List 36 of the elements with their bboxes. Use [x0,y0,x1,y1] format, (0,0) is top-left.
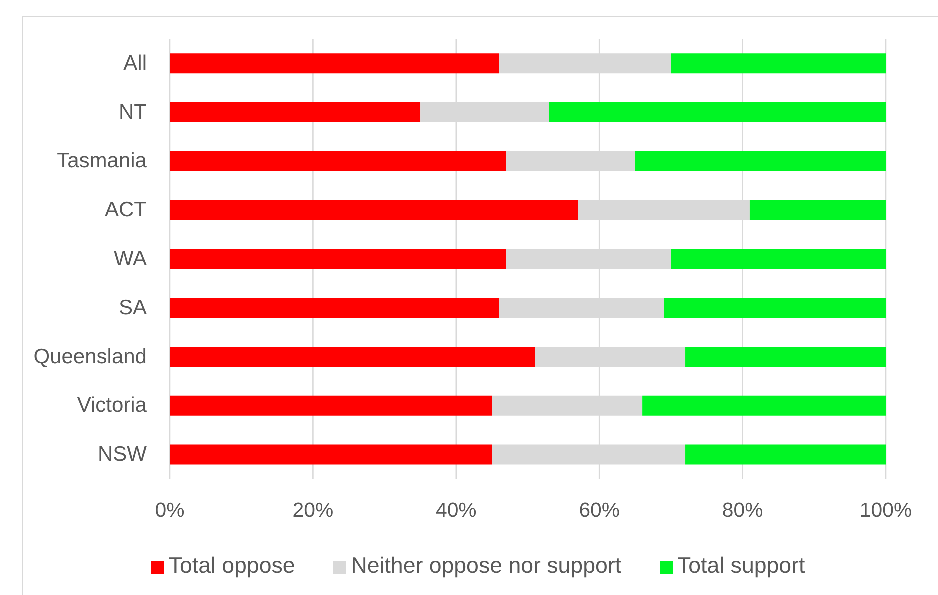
y-tick-label: All [124,52,147,75]
y-tick-label: NSW [98,443,148,466]
legend-label: Neither oppose nor support [351,553,622,578]
bar [664,298,886,318]
bar [170,200,578,220]
y-tick-label: Queensland [34,345,147,368]
x-tick-label: 0% [155,500,185,522]
bar [170,151,507,172]
legend-label: Total support [678,553,806,578]
y-tick-label: SA [118,296,147,320]
x-tick-label: 60% [579,500,620,522]
y-tick-label: ACT [105,198,148,222]
bar [642,396,886,416]
bar [170,102,421,123]
bar [549,102,886,123]
y-tick-label: NT [119,100,148,124]
bar [750,200,886,220]
bar [686,444,886,465]
legend-label: Total oppose [168,553,296,578]
bar [170,396,492,416]
x-tick-label: 80% [722,500,764,522]
bar [170,444,492,465]
bar [686,347,886,367]
bar [170,347,536,367]
bar [170,54,500,74]
y-tick-label: WA [114,248,147,270]
bar [635,151,886,172]
bar [671,54,886,74]
y-tick-label: Tasmania [57,150,148,173]
x-tick-label: 40% [436,500,477,522]
x-tick-label: 100% [860,500,912,522]
x-tick-label: 20% [292,500,334,522]
bar [671,249,886,270]
y-tick-label: Victoria [77,394,148,418]
bar [170,249,507,270]
bar [170,298,500,318]
